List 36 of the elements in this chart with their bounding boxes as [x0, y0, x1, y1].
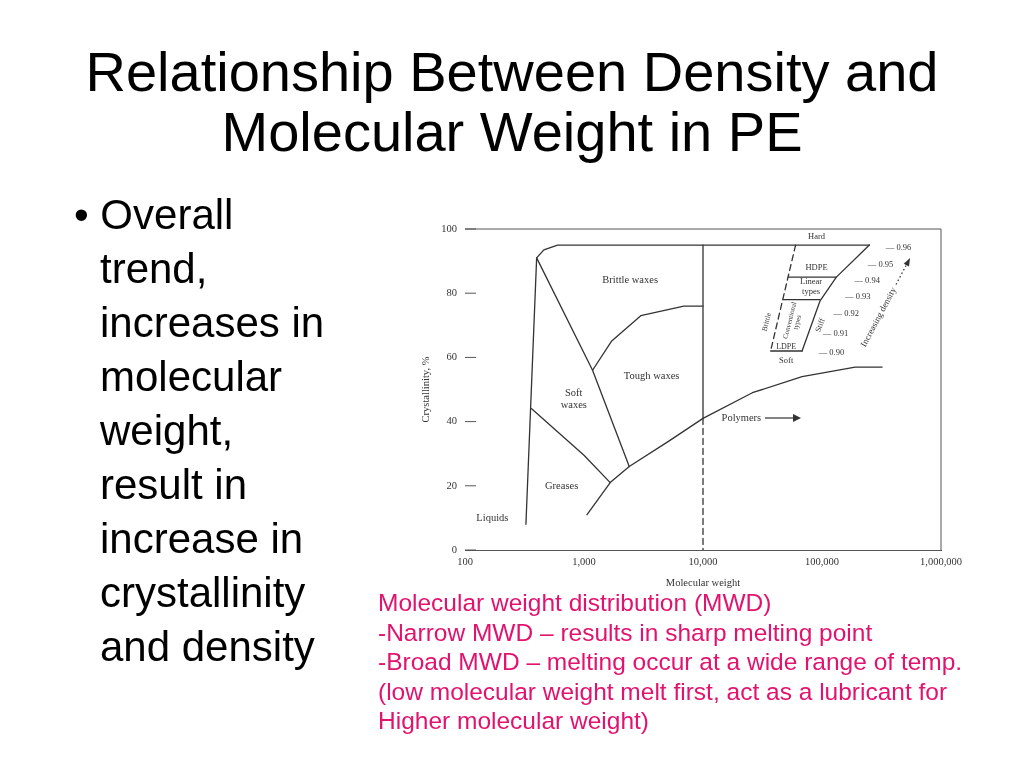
annotation: Tough waxes	[623, 370, 680, 382]
x-tick-label: 1,000,000	[920, 556, 962, 568]
text: -Narrow MWD – results in sharp melting point	[378, 617, 874, 647]
text: Molecular weight distribution (MWD)	[378, 588, 773, 618]
text: -Broad MWD – melting occur at a wide range of temp.	[378, 647, 964, 677]
y-tick-label: 80	[446, 286, 457, 298]
annotation: — 0.95	[866, 258, 894, 269]
text: • Overall trend, increases in molecular weight, result in increase in crystallinity and density	[74, 191, 325, 670]
x-tick-label: 1,000	[572, 556, 596, 568]
annotation: — 0.93	[844, 290, 871, 301]
annotation: — 0.92	[832, 308, 860, 319]
x-tick-label: 100	[457, 556, 473, 568]
annotation: Hard	[808, 231, 826, 242]
annotation: Soft	[779, 354, 794, 365]
annotation: Liquids	[476, 511, 509, 523]
chart-title: Relationship Between Density and Molecular Weight in PE	[84, 40, 940, 163]
annotation: Linear types	[799, 276, 823, 296]
annotation: LDPE	[776, 341, 797, 351]
y-tick-label: 60	[446, 351, 457, 363]
y-tick-label: 0	[451, 543, 457, 555]
x-tick-label: 10,000	[688, 556, 718, 568]
y-tick-label: 100	[441, 222, 457, 234]
x-tick-label: 100,000	[804, 556, 840, 568]
annotation: Greases	[545, 479, 579, 491]
y-tick-label: 40	[446, 415, 457, 427]
y-axis-title: Crystallinity, %	[420, 356, 432, 423]
x-axis-title: Molecular weight	[665, 577, 741, 589]
annotation: Soft waxes	[560, 387, 587, 410]
annotation: — 0.90	[817, 346, 845, 357]
annotation: — 0.96	[884, 242, 912, 253]
y-tick-label: 20	[446, 479, 457, 491]
annotation: Brittle waxes	[602, 274, 659, 286]
annotation: Polymers	[721, 412, 762, 424]
annotation: HDPE	[805, 261, 828, 272]
annotation: — 0.94	[853, 274, 881, 285]
text: (low molecular weight melt first, act as a lubricant for Higher molecular weight)	[378, 676, 949, 736]
